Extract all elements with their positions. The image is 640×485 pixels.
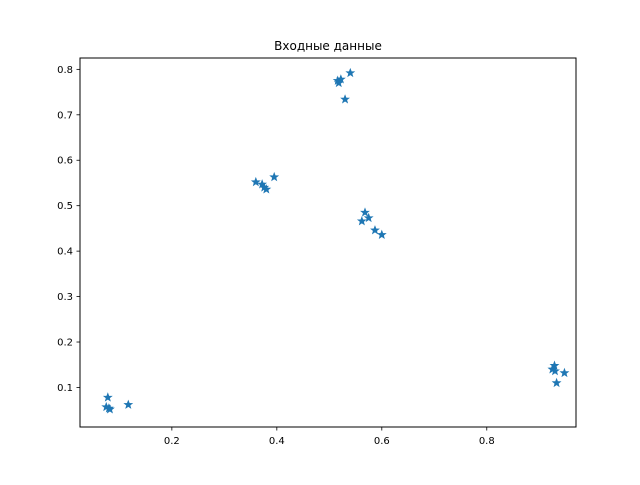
- data-point: [360, 207, 370, 217]
- data-point: [269, 171, 280, 182]
- data-point: [123, 399, 134, 409]
- y-tick-label: 0.2: [57, 338, 73, 349]
- x-axis: 0.2 0.4 0.6 0.8: [164, 427, 495, 447]
- y-tick-label: 0.6: [57, 156, 73, 167]
- data-points: [101, 67, 570, 414]
- x-tick-label: 0.2: [164, 436, 180, 447]
- chart-title: Входные данные: [274, 39, 382, 53]
- y-tick-label: 0.8: [57, 65, 73, 76]
- data-point: [370, 225, 380, 235]
- data-point: [250, 176, 261, 187]
- y-tick-label: 0.1: [57, 383, 73, 394]
- data-point: [345, 67, 356, 78]
- data-point: [340, 94, 350, 104]
- data-point: [105, 404, 115, 414]
- y-tick-label: 0.3: [57, 292, 73, 303]
- plot-area: [79, 57, 577, 428]
- data-point: [363, 212, 374, 223]
- data-point: [559, 367, 570, 378]
- data-point: [550, 365, 560, 376]
- data-point: [261, 184, 272, 194]
- data-point: [335, 74, 346, 84]
- y-tick-label: 0.7: [57, 110, 73, 121]
- data-point: [356, 215, 367, 226]
- x-tick-label: 0.6: [374, 436, 390, 447]
- x-tick-label: 0.4: [269, 436, 285, 447]
- x-tick-label: 0.8: [479, 436, 495, 447]
- data-point: [551, 377, 562, 388]
- y-axis: 0.1 0.2 0.3 0.4 0.5 0.6 0.7 0.8: [57, 65, 80, 394]
- y-tick-label: 0.4: [57, 247, 73, 258]
- data-point: [102, 392, 113, 402]
- data-point: [376, 229, 387, 239]
- y-tick-label: 0.5: [57, 201, 73, 212]
